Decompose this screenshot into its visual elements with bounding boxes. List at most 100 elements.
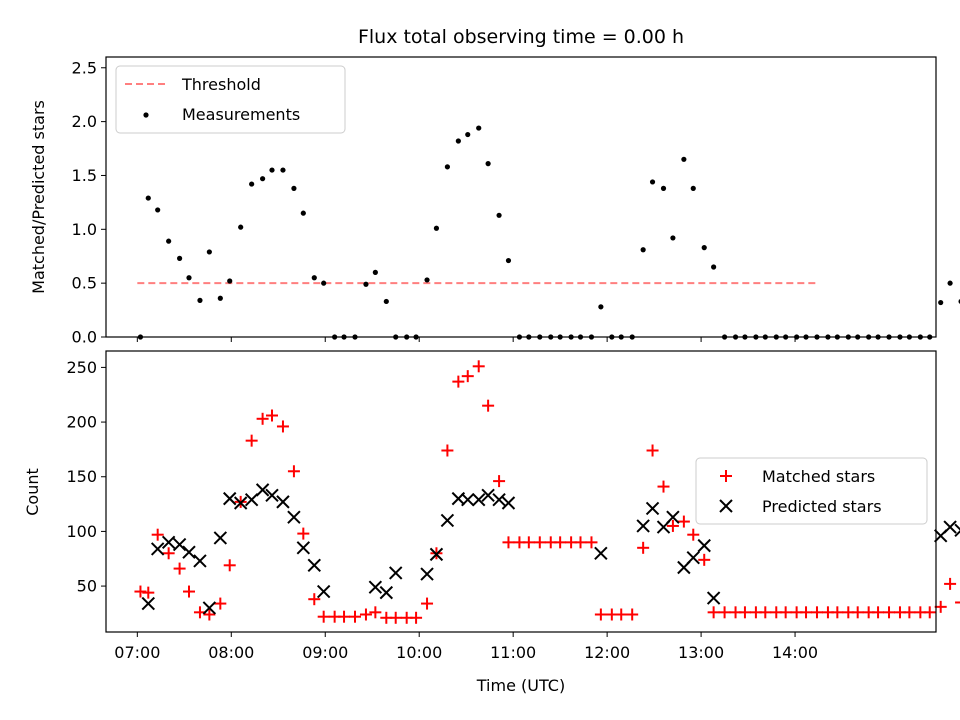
legend-matched-label: Matched stars — [762, 467, 875, 486]
bottom-x-tick-label: 08:00 — [208, 643, 254, 662]
matched-star-point — [944, 577, 957, 590]
top-y-tick-label: 1.5 — [72, 166, 97, 185]
top-y-axis-label: Matched/Predicted stars — [29, 100, 48, 294]
measurement-point — [227, 278, 233, 284]
measurement-point — [505, 257, 512, 264]
measurement-point — [311, 275, 317, 281]
matched-star-point — [441, 444, 454, 457]
matched-star-point — [183, 585, 195, 598]
matched-star-point — [810, 606, 823, 619]
predicted-star-point — [461, 492, 475, 507]
top-chart-title: Flux total observing time = 0.00 h — [358, 26, 684, 48]
predicted-star-point — [316, 584, 331, 599]
bottom-legend: Matched stars Predicted stars — [695, 457, 928, 525]
matched-star-point — [883, 606, 896, 619]
matched-star-point — [851, 606, 864, 619]
matched-star-point — [646, 444, 659, 457]
measurement-point — [660, 185, 667, 191]
bottom-x-axis-label: Time (UTC) — [476, 676, 565, 695]
matched-star-point — [173, 562, 186, 575]
predicted-star-point — [202, 601, 217, 615]
matched-star-point — [615, 608, 628, 621]
predicted-star-point — [645, 501, 660, 516]
predicted-star-point — [172, 537, 187, 552]
matched-star-point — [266, 409, 278, 422]
measurement-point — [433, 225, 440, 231]
matched-star-point — [554, 536, 567, 549]
matched-star-point — [421, 597, 434, 610]
measurement-point — [186, 275, 192, 281]
measurement-point — [424, 277, 430, 283]
bottom-plot-marks — [134, 360, 960, 624]
matched-star-point — [903, 606, 916, 619]
matched-star-point — [410, 611, 423, 624]
matched-star-point — [482, 399, 495, 412]
top-legend: Threshold Measurements — [115, 65, 346, 134]
matched-star-point — [297, 527, 310, 540]
matched-star-point — [677, 515, 690, 528]
measurement-point — [485, 161, 491, 167]
predicted-legend-marker — [719, 499, 733, 513]
matched-star-point — [698, 553, 711, 566]
measurement-point — [166, 238, 172, 244]
legend-measurements-label: Measurements — [182, 105, 300, 124]
matched-star-point — [872, 606, 885, 619]
matched-star-point — [245, 434, 258, 447]
measurements-legend-marker — [143, 112, 149, 118]
predicted-star-point — [501, 496, 516, 510]
matched-star-point — [657, 480, 670, 493]
measurement-point — [280, 167, 286, 173]
predicted-star-point — [307, 558, 321, 573]
bottom-y-tick-label: 150 — [66, 467, 97, 486]
measurement-point — [300, 210, 306, 216]
legend-threshold-label: Threshold — [181, 75, 261, 94]
matched-star-point — [214, 597, 227, 610]
predicted-star-point — [161, 535, 176, 550]
matched-star-point — [452, 375, 465, 388]
measurement-point — [701, 245, 707, 251]
measurement-point — [465, 131, 471, 138]
matched-star-point — [134, 585, 147, 598]
predicted-star-point — [666, 510, 680, 524]
matched-star-point — [718, 606, 731, 619]
predicted-star-point — [389, 566, 403, 580]
bottom-y-tick-label: 200 — [66, 413, 97, 432]
predicted-star-point — [697, 538, 711, 553]
matched-legend-marker — [720, 470, 732, 482]
matched-star-point — [637, 541, 650, 554]
measurement-point — [681, 156, 687, 162]
measurement-point — [206, 249, 212, 255]
measurement-point — [145, 195, 151, 201]
predicted-star-point — [244, 492, 259, 507]
top-legend-box — [115, 65, 346, 134]
matched-star-point — [276, 420, 289, 433]
bottom-y-tick-label: 100 — [66, 522, 97, 541]
bottom-axis-ticks: 50 100 150 200 250 07:00 08:00 09:00 10:00 11:00 1… — [66, 358, 818, 662]
matched-star-point — [223, 559, 236, 572]
matched-star-point — [666, 519, 679, 532]
predicted-star-point — [420, 567, 434, 581]
matched-star-point — [338, 610, 351, 623]
measurement-point — [217, 295, 223, 301]
bottom-y-tick-label: 50 — [77, 577, 97, 596]
predicted-star-point — [429, 547, 444, 562]
measurement-point — [177, 255, 183, 261]
top-y-tick-label: 2.5 — [72, 58, 97, 77]
matched-star-point — [738, 606, 751, 619]
measurement-point — [938, 299, 944, 306]
measurement-point — [947, 280, 953, 286]
predicted-star-point — [213, 531, 228, 545]
matched-star-point — [687, 528, 700, 541]
predicted-star-point — [368, 580, 383, 594]
matched-star-point — [923, 606, 936, 619]
measurement-point — [711, 264, 717, 270]
measurement-point — [444, 164, 450, 170]
matched-star-point — [493, 475, 506, 488]
top-y-tick-label: 1.0 — [72, 220, 97, 239]
bottom-x-tick-label: 13:00 — [678, 643, 724, 662]
measurement-point — [372, 269, 378, 275]
matched-star-point — [955, 601, 960, 604]
bottom-x-tick-label: 14:00 — [772, 643, 818, 662]
bottom-x-tick-label: 12:00 — [584, 643, 630, 662]
matched-star-point — [759, 606, 772, 619]
